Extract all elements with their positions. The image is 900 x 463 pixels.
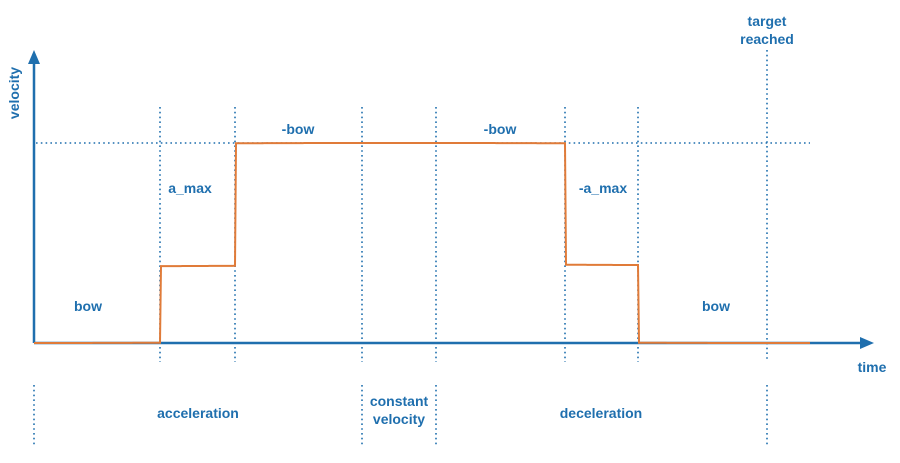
phase-acceleration: acceleration (157, 405, 239, 421)
label-neg-bow-right: -bow (484, 121, 517, 137)
x-axis-label: time (858, 359, 887, 375)
phase-separators (33, 385, 768, 447)
y-axis-arrow (28, 50, 40, 64)
target-label-line1: target (748, 13, 787, 29)
phase-guides (159, 50, 768, 362)
phase-constant-line1: constant (370, 393, 429, 409)
phase-constant-line2: velocity (373, 411, 425, 427)
x-axis-arrow (860, 337, 874, 349)
label-bow-start: bow (74, 298, 102, 314)
label-bow-end: bow (702, 298, 730, 314)
velocity-curve (34, 142, 810, 344)
label-neg-a-max: -a_max (579, 180, 627, 196)
phase-deceleration: deceleration (560, 405, 642, 421)
label-a-max: a_max (168, 180, 212, 196)
target-label-line2: reached (740, 31, 794, 47)
y-axis-label: velocity (6, 67, 22, 119)
label-neg-bow-left: -bow (282, 121, 315, 137)
